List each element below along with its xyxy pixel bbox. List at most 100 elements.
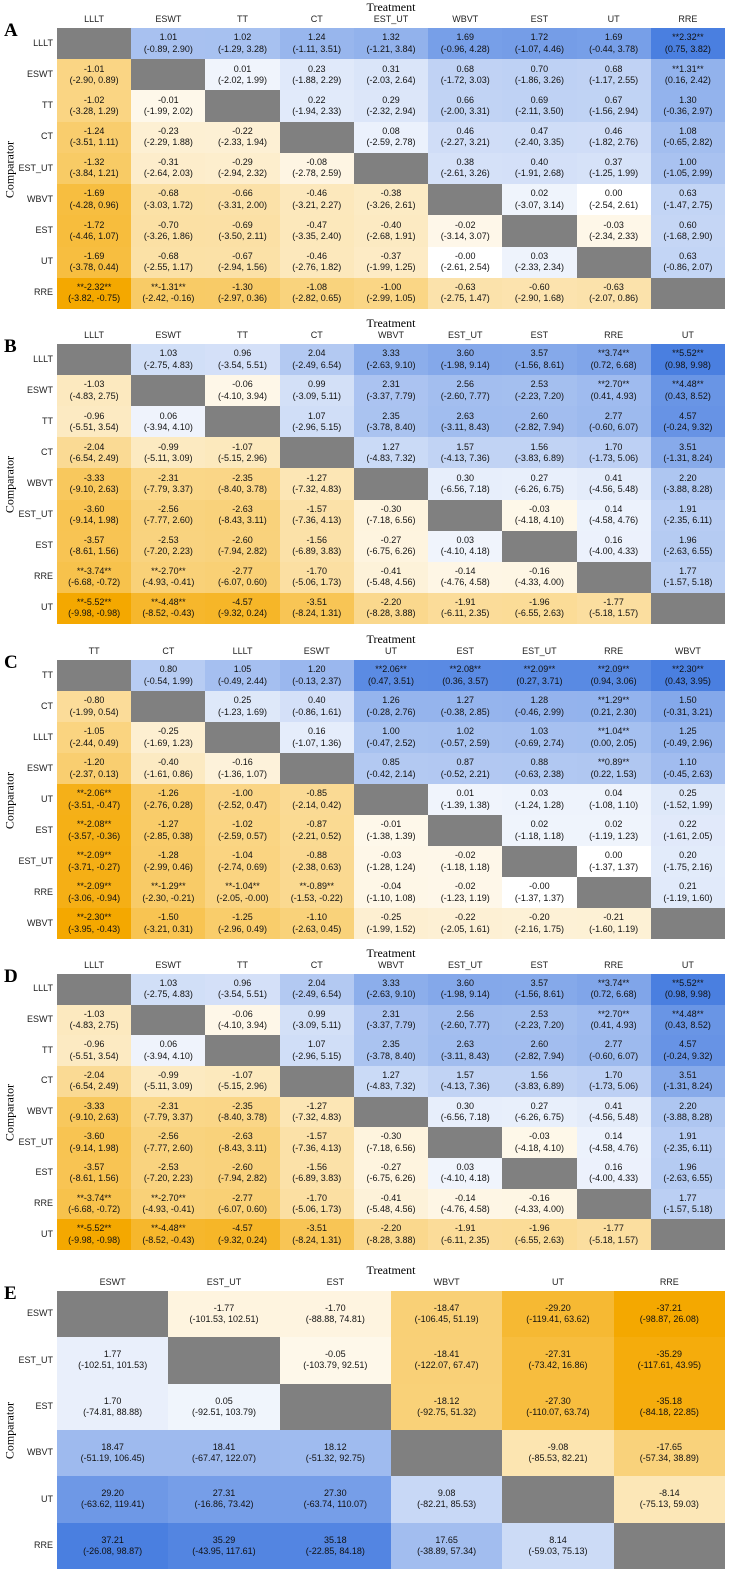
cell-estimate: -35.29 xyxy=(656,1349,683,1360)
heatmap-cell: -2.04 (-6.54, 2.49) xyxy=(57,1066,132,1097)
cell-confidence-interval: (-3.78, 0.44) xyxy=(69,262,119,273)
heatmap-cell: 1.27 (-4.83, 7.32) xyxy=(353,1066,429,1097)
cell-confidence-interval: (-3.35, 2.40) xyxy=(292,230,342,241)
cell-confidence-interval: (-4.93, -0.41) xyxy=(142,1203,195,1214)
row-label: WBVT xyxy=(27,1447,53,1458)
cell-estimate: -0.38 xyxy=(380,188,402,199)
heatmap-cell: 2.63 (-3.11, 8.43) xyxy=(428,1035,503,1066)
heatmap-cell: 1.77 (-1.57, 5.18) xyxy=(650,561,725,593)
heatmap-cell: -0.37 (-1.99, 1.25) xyxy=(353,246,429,278)
row-label: ESWT xyxy=(27,384,53,395)
row-label: CT xyxy=(41,700,53,711)
column-label: EST_UT xyxy=(447,960,483,970)
cell-confidence-interval: (-2.63, 9.10) xyxy=(366,989,416,1000)
heatmap-cell: -0.96 (-5.51, 3.54) xyxy=(57,406,132,438)
cell-confidence-interval: (-6.55, 2.63) xyxy=(514,1234,564,1245)
cell-confidence-interval: (-3.07, 3.14) xyxy=(514,199,564,210)
cell-estimate: 0.30 xyxy=(456,472,474,483)
heatmap-cell: 1.01 (-0.89, 2.90) xyxy=(131,28,206,60)
cell-estimate: 0.25 xyxy=(679,788,697,799)
heatmap-cell: 0.03 (-4.10, 4.18) xyxy=(428,530,503,562)
heatmap-cell-diagonal xyxy=(353,468,429,500)
column-label: CT xyxy=(310,330,323,340)
column-label: WBVT xyxy=(377,960,404,970)
cell-confidence-interval: (-4.56, 5.48) xyxy=(589,1111,639,1122)
cell-confidence-interval: (-92.51, 103.79) xyxy=(191,1406,257,1417)
cell-estimate: 1.10 xyxy=(679,757,697,768)
cell-estimate: 1.27 xyxy=(382,1070,400,1081)
row-label: UT xyxy=(41,602,53,613)
cell-estimate: 1.50 xyxy=(679,695,697,706)
cell-confidence-interval: (-82.21, 85.53) xyxy=(417,1499,477,1510)
heatmap-cell: -0.03 (-4.18, 4.10) xyxy=(502,1127,577,1158)
heatmap-cell: -2.31 (-7.79, 3.37) xyxy=(131,468,206,500)
cell-estimate: 0.22 xyxy=(679,819,697,830)
cell-confidence-interval: (-0.13, 2.37) xyxy=(292,675,342,686)
row-label: CT xyxy=(41,1075,53,1086)
heatmap-cell: -2.20 (-8.28, 3.88) xyxy=(353,1219,429,1250)
cell-estimate: 0.01 xyxy=(456,788,474,799)
cell-confidence-interval: (-2.35, 6.11) xyxy=(663,1142,713,1153)
cell-confidence-interval: (-6.75, 6.26) xyxy=(366,1173,416,1184)
cell-estimate: -2.56 xyxy=(158,503,179,514)
cell-confidence-interval: (-57.34, 38.89) xyxy=(639,1453,699,1464)
cell-estimate: 4.57 xyxy=(679,410,697,421)
heatmap-cell: -0.14 (-4.76, 4.58) xyxy=(428,1188,503,1220)
cell-estimate: 2.77 xyxy=(604,1039,623,1050)
x-axis-title: Treatment xyxy=(366,632,416,646)
cell-estimate: 3.57 xyxy=(530,978,549,989)
heatmap-cell: 0.63 (-1.47, 2.75) xyxy=(650,184,725,216)
cell-estimate: -1.56 xyxy=(306,1162,328,1173)
cell-estimate: -1.72 xyxy=(83,219,105,230)
cell-estimate: -2.56 xyxy=(158,1131,179,1142)
cell-estimate: -2.53 xyxy=(158,1162,179,1173)
cell-estimate: -0.68 xyxy=(158,250,179,261)
cell-estimate: 2.77 xyxy=(604,410,623,421)
cell-confidence-interval: (-7.36, 4.13) xyxy=(292,1142,342,1153)
heatmap-cell: -0.16 (-4.33, 4.00) xyxy=(502,1188,577,1220)
cell-estimate: **2.08** xyxy=(449,664,481,675)
heatmap-cell: 1.20 (-0.13, 2.37) xyxy=(279,660,354,691)
cell-confidence-interval: (-2.27, 3.21) xyxy=(440,137,490,148)
cell-estimate: **-1.31** xyxy=(151,282,186,293)
cell-confidence-interval: (-2.34, 2.33) xyxy=(589,230,639,241)
cell-confidence-interval: (-2.59, 2.78) xyxy=(366,137,416,148)
heatmap-cell: -2.56 (-7.77, 2.60) xyxy=(131,499,206,531)
cell-estimate: 0.38 xyxy=(456,157,474,168)
cell-confidence-interval: (-2.49, 6.54) xyxy=(292,989,342,1000)
heatmap-cell: -0.30 (-7.18, 6.56) xyxy=(353,499,429,531)
cell-estimate: 3.51 xyxy=(679,441,697,452)
heatmap-cell: -1.27 (-2.85, 0.38) xyxy=(131,815,206,846)
cell-confidence-interval: (-7.79, 3.37) xyxy=(143,1111,193,1122)
column-label: ESWT xyxy=(303,646,330,656)
heatmap-cell: -0.21 (-1.60, 1.19) xyxy=(576,908,651,939)
cell-confidence-interval: (-4.83, 2.75) xyxy=(69,390,119,401)
cell-confidence-interval: (-1.47, 2.75) xyxy=(663,199,713,210)
cell-estimate: **-2.32** xyxy=(76,282,112,293)
cell-estimate: 0.03 xyxy=(530,250,549,261)
panel-letter: E xyxy=(4,1283,17,1304)
cell-estimate: 0.29 xyxy=(382,94,400,105)
column-label: WBVT xyxy=(377,330,404,340)
heatmap-cell: 0.68 (-1.72, 3.03) xyxy=(428,59,503,91)
cell-confidence-interval: (-2.75, 4.83) xyxy=(143,359,193,370)
cell-estimate: -1.56 xyxy=(306,534,328,545)
heatmap-cell: -2.63 (-8.43, 3.11) xyxy=(205,499,280,531)
cell-estimate: -1.00 xyxy=(380,282,402,293)
cell-estimate: 2.31 xyxy=(382,1008,400,1019)
heatmap-cell: **-4.48** (-8.52, -0.43) xyxy=(131,592,206,624)
cell-estimate: 0.70 xyxy=(530,63,549,74)
heatmap-cell: -29.20 (-119.41, 63.62) xyxy=(502,1291,614,1338)
cell-estimate: -35.18 xyxy=(656,1395,683,1406)
heatmap-cell: 0.70 (-1.86, 3.26) xyxy=(502,59,577,91)
cell-estimate: 1.03 xyxy=(159,348,178,359)
cell-confidence-interval: (-84.18, 22.85) xyxy=(639,1406,699,1417)
heatmap-cell-diagonal xyxy=(502,1476,614,1523)
heatmap-cell: 1.70 (-1.73, 5.06) xyxy=(576,437,651,469)
cell-confidence-interval: (-2.52, 0.47) xyxy=(218,799,268,810)
cell-estimate: 0.60 xyxy=(679,219,697,230)
heatmap-cell: -1.70 (-5.06, 1.73) xyxy=(279,561,354,593)
cell-estimate: 0.21 xyxy=(679,881,697,892)
cell-confidence-interval: (-0.49, 2.44) xyxy=(218,675,268,686)
cell-confidence-interval: (-4.33, 4.00) xyxy=(514,577,564,588)
